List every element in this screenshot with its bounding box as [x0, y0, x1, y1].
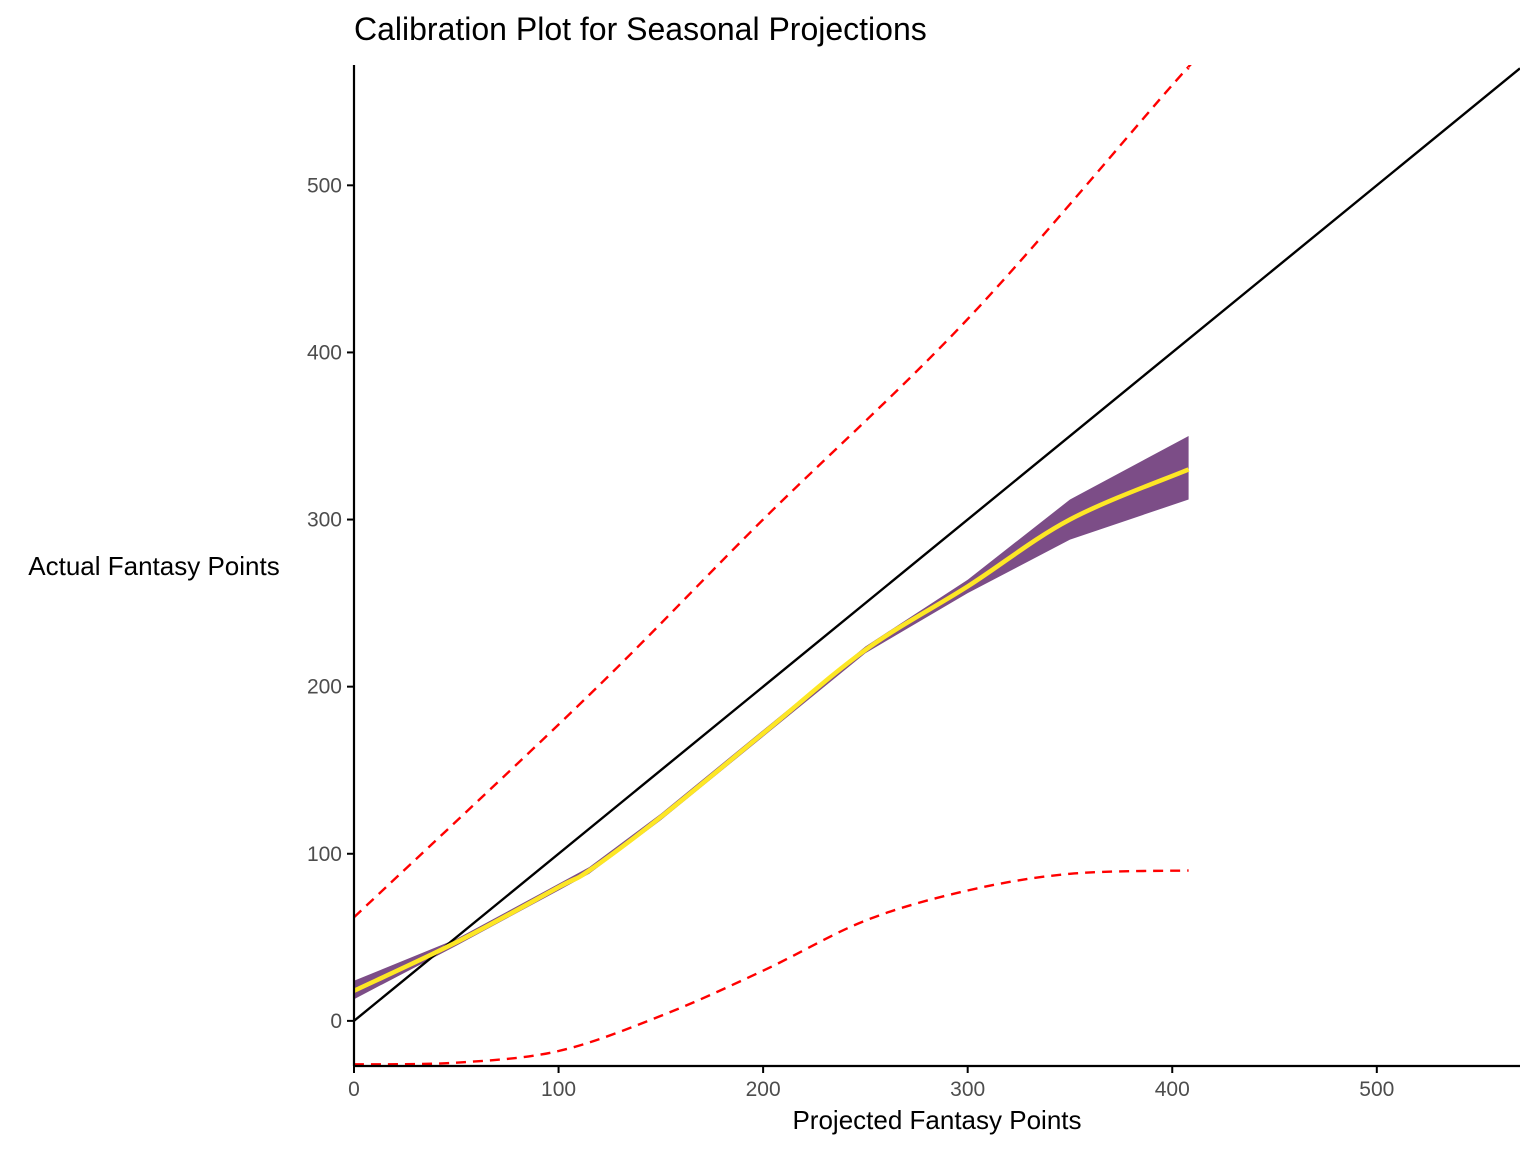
y-tick-label: 100 [307, 843, 342, 866]
smooth-fit-line [354, 467, 1190, 993]
upper-bound-line [354, 65, 1193, 919]
lower-bound-line [354, 869, 1189, 1066]
plot-area [354, 65, 1520, 1066]
y-tick-label: 0 [330, 1010, 342, 1033]
x-tick-label: 200 [746, 1078, 781, 1101]
axes: 0 100 200 300 400 500 0 100 200 300 400 500 [307, 65, 1520, 1101]
x-tick-label: 100 [541, 1078, 576, 1101]
x-tick-label: 500 [1359, 1078, 1394, 1101]
plot-series [354, 65, 1520, 1066]
x-tick-label: 400 [1155, 1078, 1190, 1101]
y-axis-title: Actual Fantasy Points [28, 551, 279, 581]
x-axis-title: Projected Fantasy Points [792, 1105, 1081, 1135]
reference-line [354, 67, 1520, 1022]
x-tick-label: 300 [950, 1078, 985, 1101]
x-tick-label: 0 [348, 1078, 360, 1101]
y-tick-label: 300 [307, 509, 342, 532]
chart-title: Calibration Plot for Seasonal Projection… [354, 11, 927, 47]
y-tick-label: 200 [307, 676, 342, 699]
y-tick-label: 400 [307, 341, 342, 364]
y-tick-label: 500 [307, 174, 342, 197]
confidence-ribbon [354, 436, 1189, 1000]
